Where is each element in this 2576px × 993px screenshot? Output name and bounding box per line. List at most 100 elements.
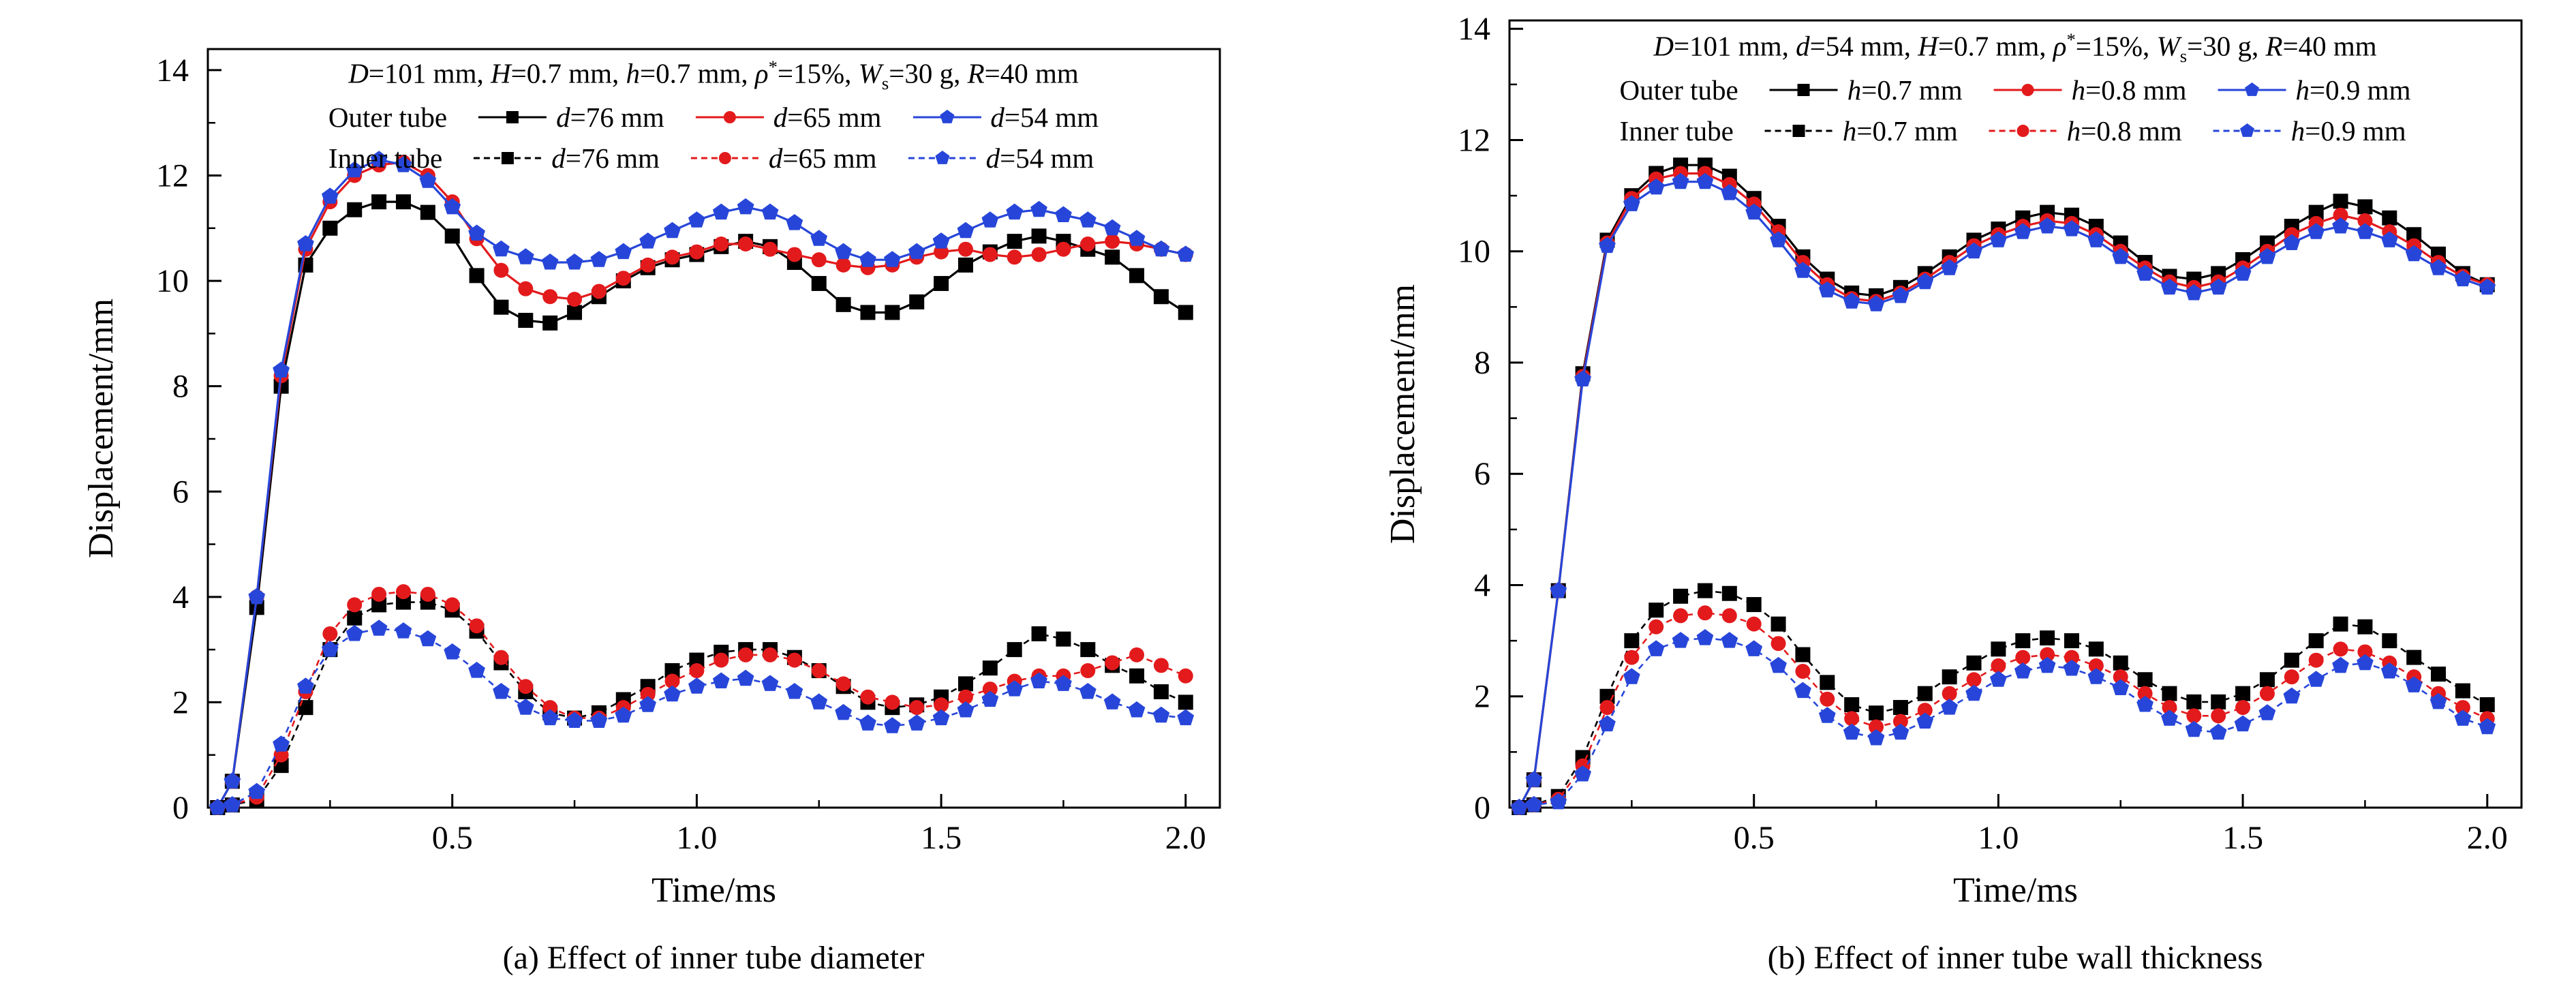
text-segment: d bbox=[768, 142, 783, 174]
square-marker-icon bbox=[2406, 227, 2422, 243]
legend-item-label: d=65 mm bbox=[773, 101, 882, 134]
text-segment: =30 g, bbox=[889, 57, 968, 89]
legend-item-label: h=0.7 mm bbox=[1847, 74, 1963, 106]
square-marker-icon bbox=[835, 296, 851, 312]
text-segment: h bbox=[2295, 74, 2310, 106]
text-segment: =0.7 mm bbox=[1861, 74, 1963, 106]
text-segment: =54 mm bbox=[1004, 102, 1099, 133]
pentagon-marker-icon bbox=[786, 214, 803, 230]
circle-marker-icon bbox=[2333, 641, 2348, 657]
x-axis-title: Time/ms bbox=[651, 871, 776, 910]
circle-marker-icon bbox=[2015, 650, 2031, 665]
square-marker-icon bbox=[2211, 694, 2226, 709]
legend-item-outer-d65: d=65 mm bbox=[694, 101, 882, 134]
series-outer-d54 bbox=[209, 151, 1195, 815]
pentagon-marker-icon bbox=[1843, 292, 1860, 309]
square-marker-icon bbox=[1153, 684, 1169, 699]
circle-marker-icon bbox=[1869, 719, 1884, 735]
circle-marker-icon bbox=[957, 689, 973, 705]
square-marker-icon bbox=[1795, 647, 1811, 662]
text-segment: d bbox=[773, 102, 788, 133]
square-marker-icon bbox=[811, 275, 827, 291]
legend-item-inner-h08: h=0.8 mm bbox=[1988, 114, 2182, 147]
text-segment: H bbox=[1918, 30, 1938, 62]
text-segment: h bbox=[626, 57, 640, 89]
pentagon-marker-icon bbox=[1623, 195, 1640, 211]
pentagon-marker-icon bbox=[468, 662, 485, 678]
series-line bbox=[1519, 590, 2488, 809]
panel-b: 0.5 1.0 1.5 2.0 0 2 4 6 8 10 12 14 Time/ms Displaceme… bbox=[1288, 0, 2576, 993]
pentagon-marker-icon bbox=[2283, 687, 2301, 704]
y-axis-title: Displacement/mm bbox=[82, 299, 121, 558]
circle-marker-icon bbox=[444, 597, 460, 613]
pentagon-marker-icon bbox=[1599, 715, 1616, 732]
square-marker-icon bbox=[2333, 194, 2348, 209]
circle-marker-icon bbox=[714, 236, 729, 251]
pentagon-marker-icon bbox=[1103, 219, 1121, 236]
circle-marker-icon bbox=[1080, 663, 1096, 679]
legend-row: Inner tube h=0.7 mm h=0.8 mm h=0.9 mm bbox=[1620, 114, 2411, 147]
series-outer-h07 bbox=[1512, 157, 2495, 815]
x-tick-label: 0.5 bbox=[1734, 820, 1775, 856]
y-tick-label: 10 bbox=[156, 263, 189, 299]
text-segment: =65 mm bbox=[787, 102, 882, 133]
square-marker-icon bbox=[273, 378, 289, 394]
square-marker-icon bbox=[957, 257, 973, 273]
pentagon-marker-icon bbox=[2136, 696, 2153, 712]
pentagon-marker-icon bbox=[932, 709, 950, 726]
square-marker-icon bbox=[1056, 631, 1071, 647]
circle-marker-icon bbox=[1770, 636, 1786, 652]
chart-b-legend: Outer tube h=0.7 mm h=0.8 mm h=0.9 mm Inner … bbox=[1620, 74, 2411, 147]
legend-item-label: h=0.9 mm bbox=[2296, 74, 2411, 106]
legend-item-outer-h09: h=0.9 mm bbox=[2217, 74, 2411, 106]
pentagon-marker-icon bbox=[2112, 679, 2130, 695]
circle-marker-icon bbox=[615, 271, 631, 286]
square-marker-icon bbox=[2308, 633, 2324, 649]
x-tick-label: 1.0 bbox=[1978, 820, 2019, 856]
series-line bbox=[217, 601, 1186, 809]
legend-group-label: Inner tube bbox=[1619, 115, 1734, 147]
circle-marker-icon bbox=[763, 647, 778, 662]
square-marker-icon bbox=[2479, 697, 2495, 712]
legend-circle-line-icon bbox=[1993, 84, 2062, 96]
circle-marker-icon bbox=[738, 236, 754, 251]
pentagon-marker-icon bbox=[884, 251, 901, 267]
pentagon-marker-icon bbox=[1794, 682, 1811, 699]
circle-marker-icon bbox=[714, 652, 729, 668]
pentagon-marker-icon bbox=[322, 187, 339, 204]
square-marker-icon bbox=[2357, 199, 2373, 215]
square-marker-icon bbox=[2137, 672, 2153, 688]
pentagon-marker-icon bbox=[2161, 278, 2178, 295]
legend-row: Inner tube d=76 mm d=65 mm d=54 mm bbox=[328, 142, 1099, 174]
pentagon-marker-icon bbox=[2234, 264, 2252, 281]
pentagon-marker-icon bbox=[1990, 671, 2007, 687]
text-segment: =0.7 mm, bbox=[1937, 30, 2053, 62]
square-marker-icon bbox=[1178, 694, 1193, 710]
circle-marker-icon bbox=[2137, 686, 2153, 701]
x-tick-label: 2.0 bbox=[2467, 820, 2508, 856]
pentagon-marker-icon bbox=[493, 683, 510, 699]
pentagon-marker-icon bbox=[1152, 706, 1170, 723]
pentagon-marker-icon bbox=[395, 156, 412, 172]
pentagon-marker-icon bbox=[370, 620, 388, 636]
square-marker-icon bbox=[2015, 633, 2031, 649]
pentagon-marker-icon bbox=[939, 110, 954, 123]
pentagon-marker-icon bbox=[2357, 223, 2374, 239]
pentagon-marker-icon bbox=[2112, 247, 2130, 264]
square-marker-icon bbox=[1007, 234, 1022, 249]
square-marker-icon bbox=[420, 204, 435, 220]
circle-marker-icon bbox=[957, 241, 973, 257]
square-marker-icon bbox=[1746, 597, 1762, 613]
legend-pentagon-line-icon bbox=[908, 151, 977, 164]
series-inner-h09 bbox=[1511, 629, 2496, 815]
pentagon-marker-icon bbox=[2245, 82, 2260, 96]
pentagon-marker-icon bbox=[419, 172, 437, 188]
pentagon-marker-icon bbox=[2479, 718, 2496, 735]
square-marker-icon bbox=[2284, 652, 2299, 668]
pentagon-marker-icon bbox=[688, 211, 705, 228]
pentagon-marker-icon bbox=[1079, 683, 1097, 699]
circle-marker-icon bbox=[835, 257, 851, 273]
circle-marker-icon bbox=[763, 241, 778, 257]
circle-marker-icon bbox=[2308, 652, 2324, 668]
text-segment: =30 g, bbox=[2187, 30, 2266, 62]
